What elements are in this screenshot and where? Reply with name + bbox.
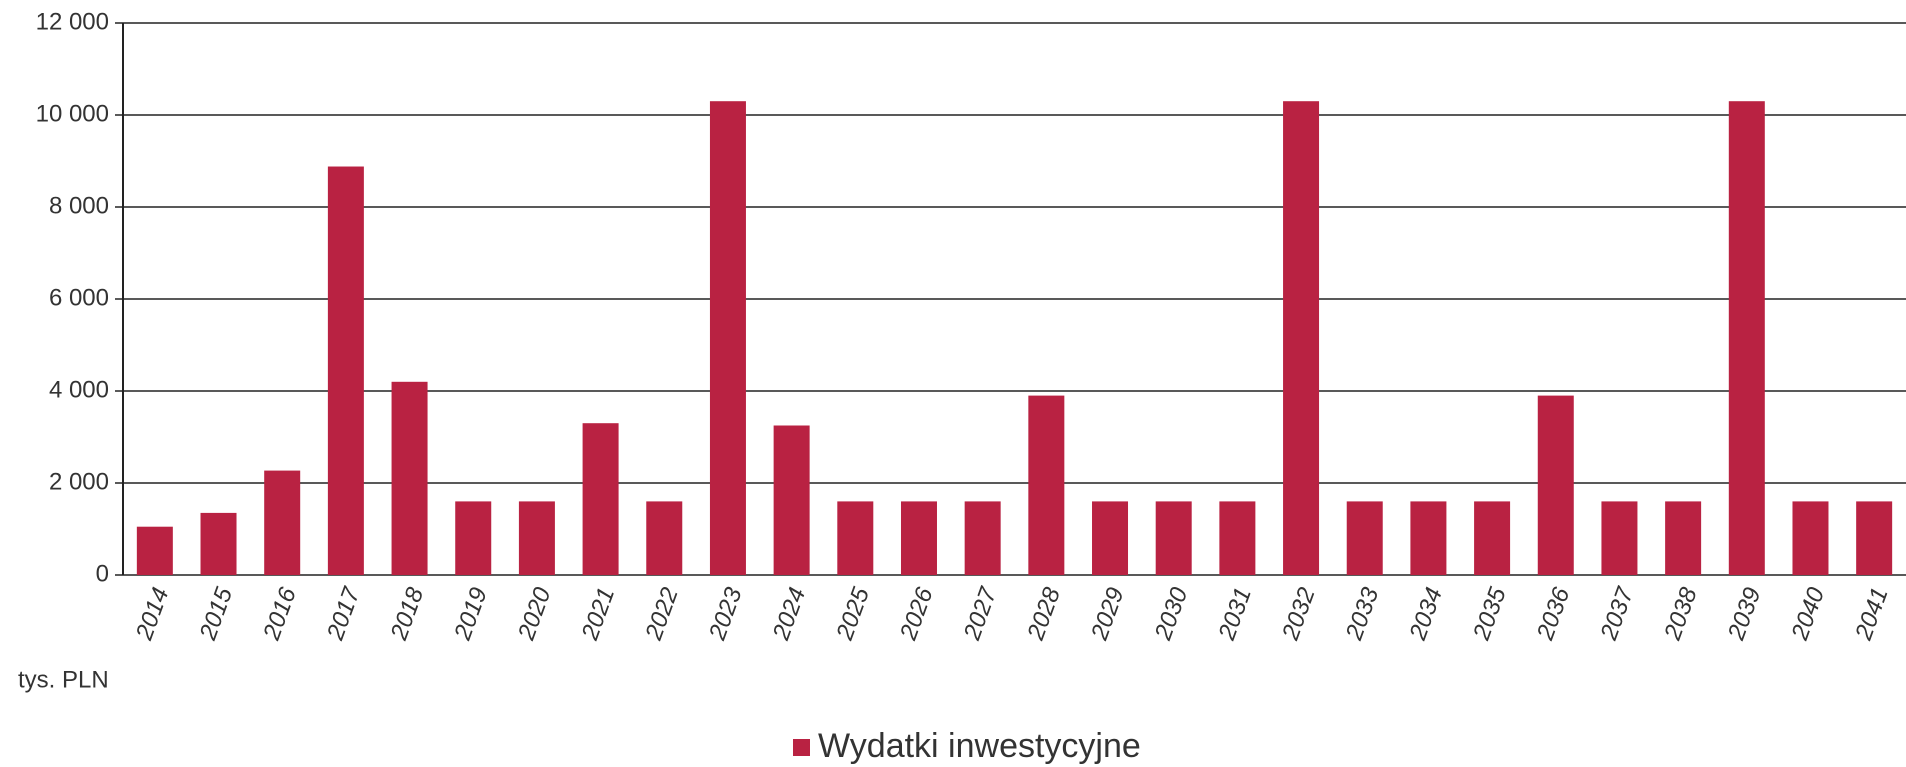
bar: [582, 423, 619, 575]
y-tick-label: 2 000: [49, 468, 109, 495]
bar: [264, 470, 301, 575]
y-tick-label: 10 000: [36, 100, 109, 127]
x-tick-label: 2031: [1213, 584, 1257, 644]
x-tick-label: 2018: [385, 583, 429, 644]
x-tick-label: 2030: [1149, 583, 1193, 644]
x-tick-label: 2027: [958, 582, 1003, 644]
bar: [1665, 501, 1702, 575]
x-tick-label: 2015: [194, 583, 238, 644]
x-tick-label: 2041: [1850, 584, 1894, 644]
x-tick-label: 2037: [1595, 582, 1640, 644]
x-tick-label: 2014: [130, 584, 174, 644]
bar: [455, 501, 492, 575]
bar: [964, 501, 1001, 575]
x-tick-label: 2026: [895, 583, 939, 644]
bar: [1410, 501, 1447, 575]
x-tick-label: 2022: [640, 584, 684, 644]
x-tick-label: 2016: [258, 583, 302, 644]
y-tick-label: 0: [96, 560, 109, 587]
y-tick-label: 6 000: [49, 284, 109, 311]
bar: [837, 501, 874, 575]
x-tick-label: 2025: [831, 583, 875, 644]
x-tick-label: 2032: [1277, 584, 1321, 644]
bar: [1028, 395, 1065, 575]
bar: [1601, 501, 1638, 575]
bar: [200, 512, 237, 575]
legend-swatch: [793, 739, 810, 756]
x-tick-label: 2040: [1786, 583, 1830, 644]
x-tick-label: 2017: [321, 582, 366, 644]
x-tick-label: 2033: [1340, 583, 1384, 644]
x-tick-label: 2034: [1404, 584, 1448, 644]
bar: [327, 166, 364, 575]
y-tick-label: 12 000: [36, 8, 109, 35]
x-tick-label: 2023: [704, 583, 748, 644]
x-tick-label: 2036: [1531, 583, 1575, 644]
bar: [900, 501, 937, 575]
bar: [1346, 501, 1383, 575]
bar: [1092, 501, 1129, 575]
bar: [1283, 101, 1320, 575]
bar: [391, 381, 428, 575]
bar: [709, 101, 746, 575]
bar: [1155, 501, 1192, 575]
y-tick-label: 4 000: [49, 376, 109, 403]
x-tick-label: 2019: [449, 584, 493, 644]
x-tick-label: 2024: [767, 584, 811, 644]
bar: [518, 501, 555, 575]
y-tick-label: 8 000: [49, 192, 109, 219]
x-tick-label: 2035: [1468, 583, 1512, 644]
x-tick-label: 2038: [1659, 583, 1703, 644]
legend-label: Wydatki inwestycyjne: [818, 727, 1141, 765]
bar: [646, 501, 683, 575]
bar: [136, 526, 173, 575]
x-tick-label: 2039: [1722, 584, 1766, 644]
x-tick-label: 2028: [1022, 583, 1066, 644]
bar: [1474, 501, 1511, 575]
bar: [1856, 501, 1893, 575]
y-axis-label: tys. PLN: [18, 666, 109, 693]
bar: [1219, 501, 1256, 575]
x-tick-label: 2020: [513, 583, 557, 644]
x-tick-label: 2021: [576, 584, 620, 644]
x-tick-label: 2029: [1086, 584, 1130, 644]
bar: [1728, 101, 1765, 575]
bar: [1792, 501, 1829, 575]
bar: [773, 425, 810, 575]
bar: [1537, 395, 1574, 575]
